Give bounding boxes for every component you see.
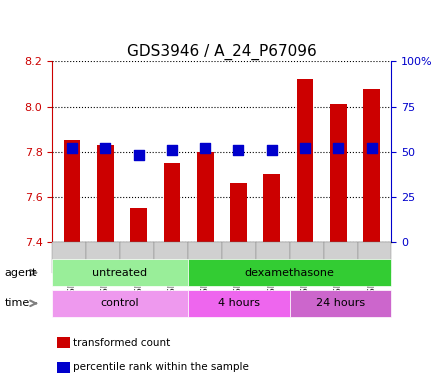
Text: 24 hours: 24 hours — [316, 298, 364, 308]
Text: time: time — [4, 298, 30, 308]
Point — [367, 145, 374, 151]
Point — [135, 152, 142, 158]
Text: 4 hours: 4 hours — [217, 298, 259, 308]
Bar — [362, 89, 379, 242]
Bar — [64, 141, 80, 242]
Bar — [197, 152, 213, 242]
Text: untreated: untreated — [92, 268, 147, 278]
Title: GDS3946 / A_24_P67096: GDS3946 / A_24_P67096 — [127, 44, 316, 60]
Text: dexamethasone: dexamethasone — [244, 268, 334, 278]
Text: agent: agent — [4, 268, 36, 278]
Point — [334, 145, 341, 151]
Point — [102, 145, 108, 151]
Bar — [97, 145, 113, 242]
Bar — [296, 79, 312, 242]
Text: control: control — [101, 298, 139, 308]
Point — [201, 145, 208, 151]
Text: transformed count: transformed count — [73, 338, 170, 348]
Bar — [130, 208, 147, 242]
Point — [69, 145, 76, 151]
Bar — [163, 163, 180, 242]
Point — [301, 145, 308, 151]
Bar — [230, 183, 246, 242]
Bar — [329, 104, 346, 242]
Bar — [263, 174, 279, 242]
Point — [234, 147, 241, 153]
Point — [268, 147, 275, 153]
Text: percentile rank within the sample: percentile rank within the sample — [73, 362, 248, 372]
Point — [168, 147, 175, 153]
